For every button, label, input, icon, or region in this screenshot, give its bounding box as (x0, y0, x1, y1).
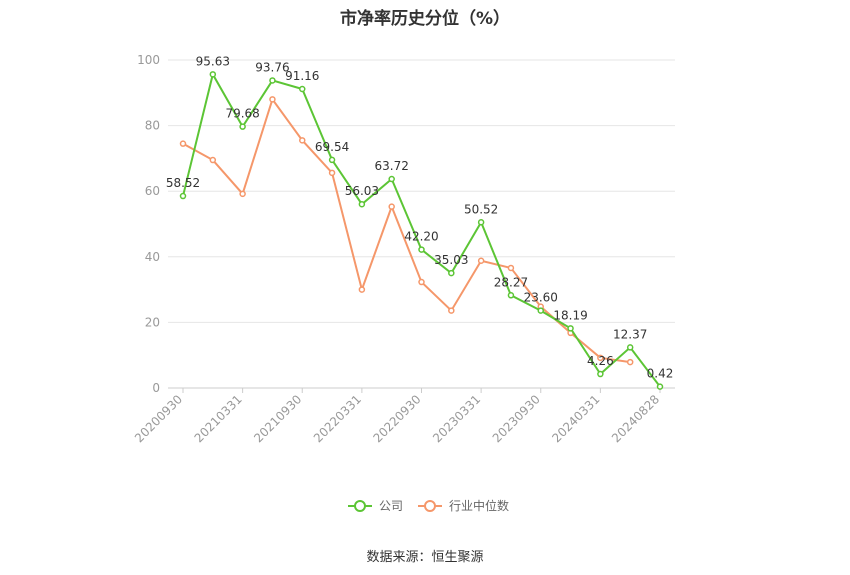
y-tick-label: 60 (145, 184, 160, 198)
x-tick-label: 20230930 (490, 392, 543, 445)
company-point (209, 71, 217, 78)
data-label: 58.52 (166, 176, 200, 190)
series-layer (179, 71, 664, 390)
industry-median-point (448, 307, 455, 314)
industry-median-point (269, 96, 276, 103)
data-label: 18.19 (553, 308, 587, 322)
grid-lines (168, 59, 675, 323)
industry-median-point (358, 286, 366, 293)
data-label: 4.26 (587, 354, 614, 368)
x-tick-label: 20230331 (430, 392, 483, 445)
company-point (477, 219, 485, 226)
y-tick-label: 0 (152, 381, 160, 395)
data-label: 95.63 (196, 54, 230, 68)
company-point (358, 200, 366, 208)
company-point (328, 156, 336, 164)
industry-median-point (328, 169, 336, 177)
company-point (269, 77, 276, 84)
industry-median-point (299, 137, 306, 144)
y-tick-label: 100 (137, 53, 160, 67)
data-label: 28.27 (494, 275, 528, 289)
data-label: 56.03 (345, 184, 379, 198)
x-tick-label: 20240331 (549, 392, 602, 445)
data-label: 63.72 (375, 159, 409, 173)
y-tick-label: 80 (145, 119, 160, 133)
data-label: 69.54 (315, 140, 349, 154)
x-tick-label: 20200930 (132, 392, 185, 445)
industry-median-point (507, 264, 515, 272)
data-label: 50.52 (464, 202, 498, 216)
data-label: 91.16 (285, 69, 319, 83)
company-point (537, 307, 544, 314)
y-tick-label: 20 (145, 315, 160, 329)
company-point (388, 175, 395, 183)
industry-median-point (626, 358, 634, 366)
industry-median-point (239, 190, 246, 198)
legend-label: 行业中位数 (449, 498, 509, 513)
data-label: 93.76 (255, 60, 289, 74)
data-label: 23.60 (524, 291, 558, 305)
industry-median-point (418, 278, 425, 286)
legend-swatch-marker (424, 500, 436, 512)
legend-label: 公司 (379, 499, 403, 513)
industry-median-point (179, 140, 187, 147)
industry-median-point (388, 203, 395, 210)
company-point (179, 192, 187, 200)
y-tick-label: 40 (145, 250, 160, 264)
x-tick-label: 20220331 (311, 392, 364, 445)
data-label: 12.37 (613, 327, 647, 341)
company-point (448, 269, 455, 277)
industry-median-point (477, 257, 485, 264)
company-point (656, 383, 664, 390)
industry-median-point (597, 354, 604, 362)
industry-median-point (209, 156, 217, 164)
x-tick-label: 20210930 (251, 392, 304, 445)
chart-title: 市净率历史分位（%） (339, 9, 511, 29)
x-tick-label: 20240828 (609, 392, 662, 445)
data-source: 数据来源：恒生聚源 (366, 550, 484, 565)
company-point (626, 344, 634, 351)
company-point (418, 246, 425, 253)
legend: 公司 行业中位数 (348, 498, 509, 513)
y-axis: 0 20 40 60 80 100 (137, 53, 160, 395)
data-label: 35.03 (434, 253, 468, 267)
company-point (567, 325, 574, 332)
data-label: 0.42 (647, 367, 674, 381)
company-point (239, 123, 246, 130)
x-tick-label: 20220930 (371, 392, 424, 445)
x-tick-label: 20210331 (192, 392, 245, 445)
company-point (299, 85, 306, 93)
legend-swatch-marker (354, 500, 366, 512)
company-point (507, 292, 515, 299)
x-axis: 20200930 20210331 20210930 20220331 20220930… (132, 387, 675, 445)
data-label: 79.68 (225, 107, 259, 121)
company-point (597, 370, 604, 378)
data-label: 42.20 (404, 230, 438, 244)
